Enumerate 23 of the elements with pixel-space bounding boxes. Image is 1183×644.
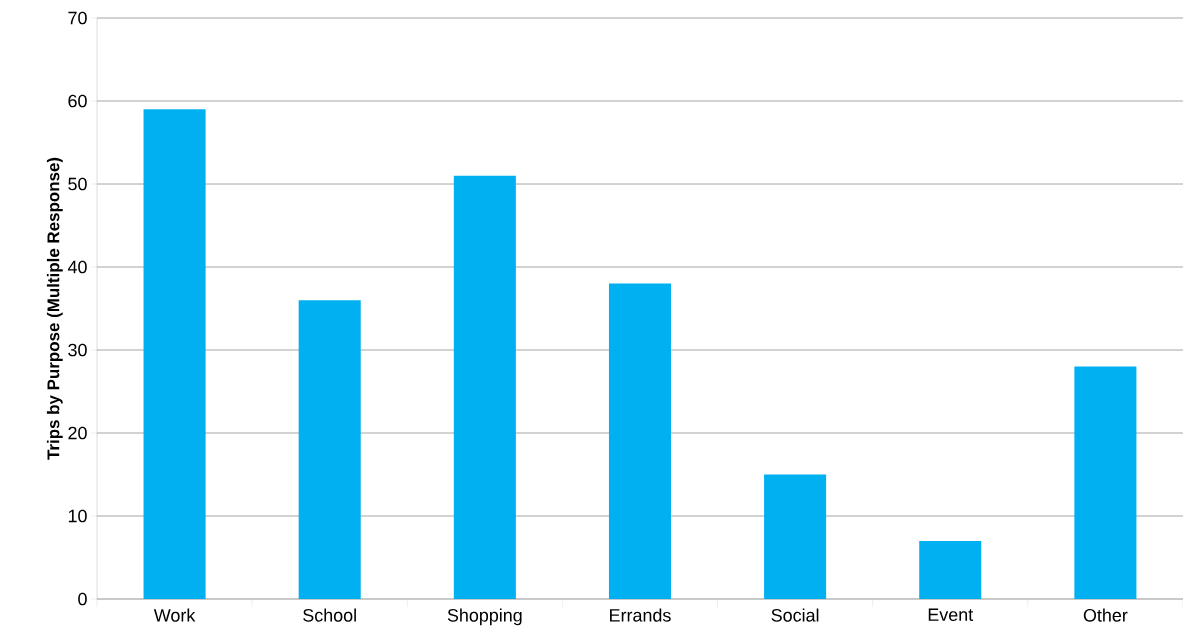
bar: [298, 300, 361, 599]
x-tick-label: Other: [1083, 608, 1128, 622]
y-tick-label: 10: [68, 509, 87, 523]
bar: [919, 540, 982, 599]
bar: [608, 283, 671, 599]
y-tick-label: 50: [68, 177, 87, 191]
bar: [453, 175, 516, 599]
bar: [764, 474, 827, 599]
y-axis-title: Trips by Purpose (Multiple Response): [46, 157, 63, 460]
y-tick-label: 60: [68, 94, 87, 108]
y-tick-label: 70: [68, 11, 87, 25]
bar: [1074, 366, 1137, 599]
x-tick-label: Social: [771, 608, 819, 622]
x-tick-label: Errands: [610, 608, 671, 622]
y-tick-label: 30: [68, 343, 87, 357]
x-tick-label: Work: [153, 608, 196, 622]
bar: [143, 109, 206, 599]
x-tick-label: Event: [928, 608, 974, 622]
y-tick-label: 0: [78, 592, 87, 606]
y-tick-label: 20: [68, 426, 87, 440]
x-tick-label: School: [303, 608, 356, 622]
x-tick-label: Shopping: [447, 608, 522, 626]
y-tick-label: 40: [67, 260, 87, 274]
